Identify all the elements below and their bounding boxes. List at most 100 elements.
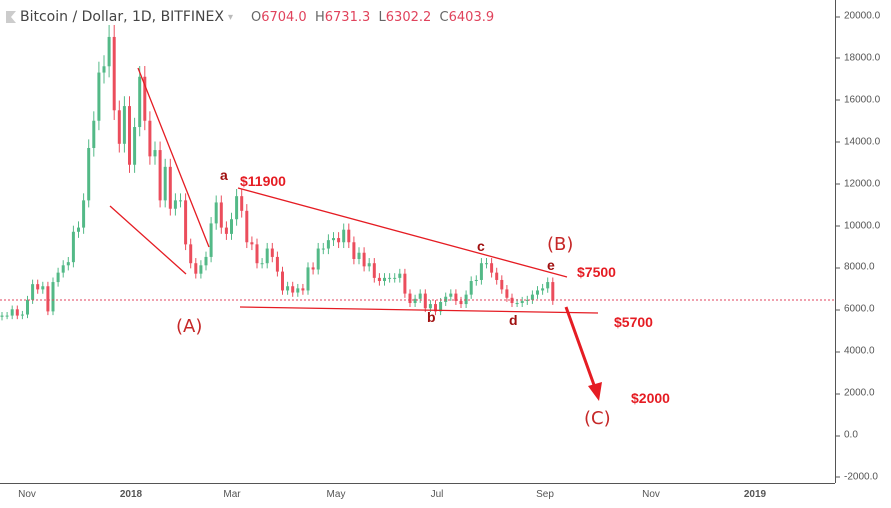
candle [71,225,75,268]
candle [326,234,330,255]
collapse-icon[interactable] [6,11,16,23]
candle-body [454,293,458,301]
wave-label-c: c [477,238,485,254]
candle-body [5,315,9,317]
wave-label-A: (A) [176,316,203,337]
price-label-5700: $5700 [614,314,653,330]
candle [10,305,14,320]
candle [281,266,284,295]
candle-body [66,262,70,266]
candle [260,258,264,269]
candle [107,25,111,78]
symbol-legend: Bitcoin / Dollar, 1D, BITFINEX ▾ O6704.0… [6,9,495,25]
candle [490,258,494,278]
candle [275,251,279,277]
candle [158,141,162,208]
price-tick-label: 4000.0 [836,345,875,357]
candle-body [153,150,157,157]
time-axis[interactable]: Nov 2018 Mar May Jul Sep Nov 2019 [0,483,835,508]
candle-body [224,227,228,234]
candle-body [372,263,376,278]
candle-body [179,200,182,202]
wave-label-C: (C) [584,408,611,429]
candle-body [56,272,60,283]
candle [393,273,397,283]
candle [551,277,555,305]
candle-body [270,248,274,257]
candle [546,277,550,293]
candle-body [31,284,35,300]
candle-body [383,277,386,282]
candle [173,193,177,216]
dropdown-icon[interactable]: ▾ [227,11,233,23]
candle-body [326,240,330,249]
candle [439,297,443,316]
candle-body [342,229,346,243]
candle-body [189,244,193,264]
candle [525,295,529,305]
candle-body [490,263,494,273]
candle [495,267,499,285]
price-chart[interactable] [0,0,835,483]
candle [255,238,259,269]
candle-body [423,293,427,309]
candle-body [168,166,172,209]
candle [77,221,80,238]
candle-body [219,202,223,228]
candle-body [474,279,478,282]
time-tick-label: May [326,489,346,500]
time-tick-label: 2018 [119,489,143,500]
candle [117,100,121,153]
candle-body [449,293,453,297]
candle-body [250,242,254,245]
candle [148,111,152,165]
candle [316,242,320,275]
candle-body [352,242,356,260]
candle [444,292,448,306]
candle [168,158,172,216]
candle-body [362,252,366,267]
candle [184,193,188,251]
candle [209,217,213,263]
candle-body [15,309,19,316]
candle-body [388,277,392,279]
wave-label-d: d [509,312,518,328]
candle-body [500,279,504,290]
candle-body [214,202,218,224]
symbol-title[interactable]: Bitcoin / Dollar, 1D, BITFINEX [20,9,224,25]
price-tick-label: 16000.0 [835,94,881,106]
candle-body [347,229,351,243]
candle-body [143,76,147,121]
candle [230,212,233,240]
candle-body [36,284,40,290]
candle [250,236,254,251]
candle [36,279,40,294]
time-tick-label: Sep [536,489,554,500]
price-label-11900: $11900 [240,173,286,189]
candle-body [97,72,101,121]
projection-arrow [564,306,602,401]
candle-body [479,263,483,280]
wave-label-b: b [427,309,436,325]
candle [505,285,509,302]
candle [66,256,70,271]
candle-body [520,300,524,304]
candle-body [428,304,432,309]
price-axis[interactable]: 20000.0 18000.0 16000.0 14000.0 12000.0 10000… [835,0,891,483]
price-tick-label: 14000.0 [835,136,881,148]
candle-body [321,248,325,250]
wedge-lower-trendline [109,205,187,275]
candle-body [525,299,529,301]
candle [485,258,488,269]
candle-body [398,273,402,278]
candle-body [418,293,422,299]
candle-body [337,238,341,243]
candle [133,117,137,173]
candle-body [434,304,437,312]
candle-body [357,252,361,260]
candle-body [10,309,14,316]
candle-body [439,301,443,312]
triangle-lower-trendline [239,306,599,314]
candle [204,251,208,271]
candle [138,66,142,137]
